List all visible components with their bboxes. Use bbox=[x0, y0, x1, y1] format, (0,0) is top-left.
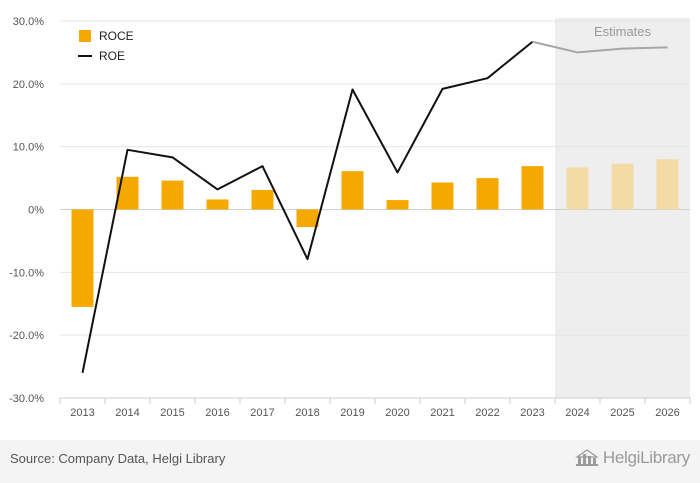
roce-bar bbox=[566, 167, 589, 210]
roce-bar bbox=[206, 199, 229, 210]
x-tick-label: 2015 bbox=[160, 407, 184, 419]
roce-bars bbox=[71, 159, 679, 307]
estimates-label: Estimates bbox=[594, 24, 652, 39]
x-tick-label: 2021 bbox=[430, 407, 454, 419]
legend-label: ROE bbox=[99, 49, 125, 63]
source-note: Source: Company Data, Helgi Library bbox=[10, 451, 226, 466]
x-tick-label: 2018 bbox=[295, 407, 319, 419]
roce-bar bbox=[341, 171, 364, 210]
roce-bar bbox=[296, 209, 319, 228]
y-tick-label: -30.0% bbox=[9, 393, 44, 405]
roce-bar bbox=[431, 182, 454, 210]
brand-logo[interactable]: HelgiLibrary bbox=[574, 448, 690, 468]
x-tick-label: 2026 bbox=[655, 407, 679, 419]
legend-label: ROCE bbox=[99, 29, 134, 43]
y-tick-label: -10.0% bbox=[9, 267, 44, 279]
y-tick-label: 20.0% bbox=[13, 79, 44, 91]
roe-line bbox=[81, 40, 534, 374]
x-tick-label: 2019 bbox=[340, 407, 364, 419]
x-tick-label: 2013 bbox=[70, 407, 94, 419]
roce-bar bbox=[476, 178, 499, 210]
y-tick-label: 30.0% bbox=[13, 16, 44, 28]
x-tick-label: 2024 bbox=[565, 407, 589, 419]
y-tick-label: -20.0% bbox=[9, 330, 44, 342]
x-tick-label: 2016 bbox=[205, 407, 229, 419]
legend: ROCE ROE bbox=[78, 29, 134, 63]
roce-bar bbox=[161, 180, 184, 210]
x-tick-label: 2022 bbox=[475, 407, 499, 419]
x-tick-label: 2014 bbox=[115, 407, 139, 419]
roce-bar bbox=[386, 200, 409, 210]
y-tick-label: 10.0% bbox=[13, 142, 44, 154]
x-tick-label: 2025 bbox=[610, 407, 634, 419]
roce-bar bbox=[521, 166, 544, 210]
roce-bar bbox=[656, 159, 679, 210]
x-tick-label: 2020 bbox=[385, 407, 409, 419]
roce-bar bbox=[251, 190, 274, 210]
brand-name: HelgiLibrary bbox=[602, 448, 690, 467]
axes: -30.0% -20.0% -10.0% 0% 10.0% 20.0% 30.0% 2013 2… bbox=[9, 16, 691, 419]
y-tick-label: 0% bbox=[28, 205, 44, 217]
roe-line-estimate bbox=[532, 40, 668, 54]
roce-bar bbox=[71, 209, 94, 307]
x-tick-label: 2017 bbox=[250, 407, 274, 419]
legend-swatch-roce bbox=[79, 30, 91, 42]
roce-bar bbox=[611, 163, 634, 210]
library-building-icon bbox=[574, 449, 599, 466]
roe-line-layer bbox=[81, 40, 668, 374]
roce-bar bbox=[116, 176, 139, 210]
x-tick-label: 2023 bbox=[520, 407, 544, 419]
